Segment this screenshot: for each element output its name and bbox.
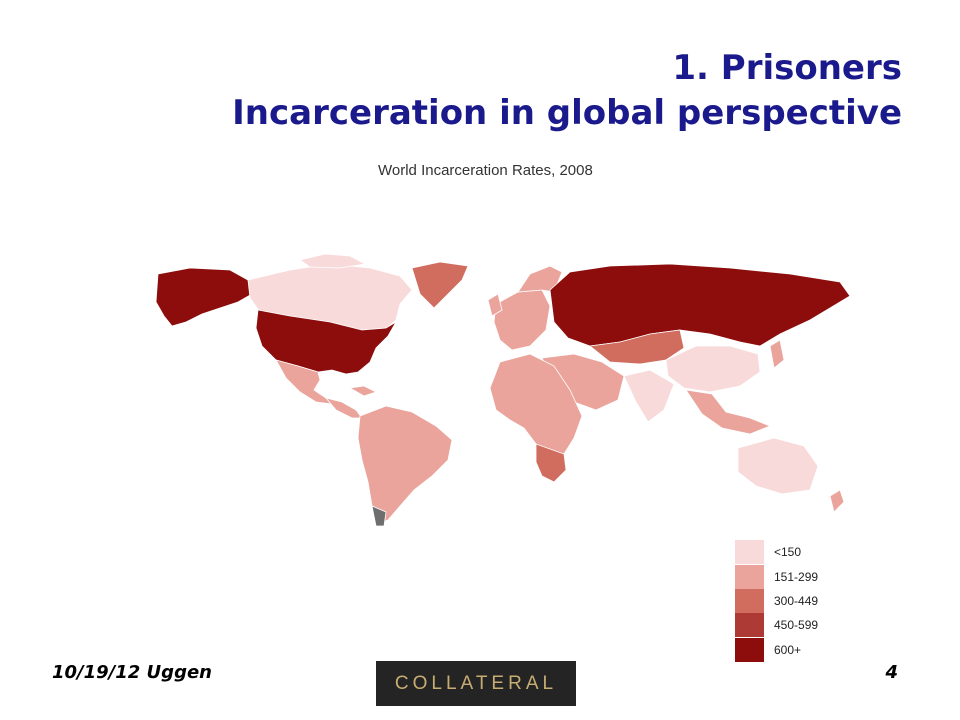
region-central-america — [324, 397, 363, 419]
page-number: 4 — [885, 662, 898, 683]
legend-label: <150 — [774, 545, 802, 560]
legend-label: 151-299 — [774, 569, 819, 584]
collateral-logo: COLLATERAL — [376, 661, 576, 706]
slide-title: Incarceration in global perspective — [232, 93, 902, 133]
legend-item: 151-299 — [735, 564, 819, 589]
region-uk — [487, 293, 503, 317]
legend-label: 300-449 — [774, 593, 819, 608]
legend-label: 450-599 — [774, 618, 819, 633]
slide-title-number: 1. Prisoners — [672, 48, 902, 88]
footer-date-author: 10/19/12 Uggen — [52, 662, 212, 683]
legend-item: 450-599 — [735, 613, 819, 638]
region-japan — [769, 339, 785, 369]
map-title: World Incarceration Rates, 2008 — [378, 162, 593, 179]
legend-swatch — [735, 564, 764, 589]
region-alaska — [155, 267, 253, 327]
region-kazakhstan — [589, 329, 685, 365]
legend-swatch — [735, 613, 764, 638]
world-map-svg — [155, 253, 851, 527]
region-new-zealand — [829, 489, 845, 513]
world-map — [150, 250, 860, 540]
region-caribbean — [348, 385, 378, 397]
legend-swatch — [735, 540, 764, 565]
region-china — [665, 345, 761, 393]
region-south-africa — [535, 443, 567, 483]
region-patagonia — [371, 505, 387, 527]
region-india — [623, 369, 675, 423]
legend-swatch — [735, 637, 764, 662]
region-scandinavia — [517, 265, 563, 293]
region-western-europe — [493, 289, 551, 351]
region-southeast-asia — [685, 389, 772, 435]
legend-item: 300-449 — [735, 588, 819, 613]
region-united-states — [255, 309, 398, 375]
legend-swatch — [735, 588, 764, 613]
region-arctic-islands — [299, 253, 367, 269]
legend-item: 600+ — [735, 637, 818, 662]
region-australia — [737, 437, 819, 495]
map-legend: <150 151-299 300-449 450-599 600+ — [735, 540, 818, 662]
legend-item: <150 — [735, 540, 818, 565]
region-south-america — [357, 405, 453, 525]
legend-label: 600+ — [774, 642, 802, 657]
region-russia — [549, 263, 851, 347]
region-greenland — [411, 261, 469, 309]
